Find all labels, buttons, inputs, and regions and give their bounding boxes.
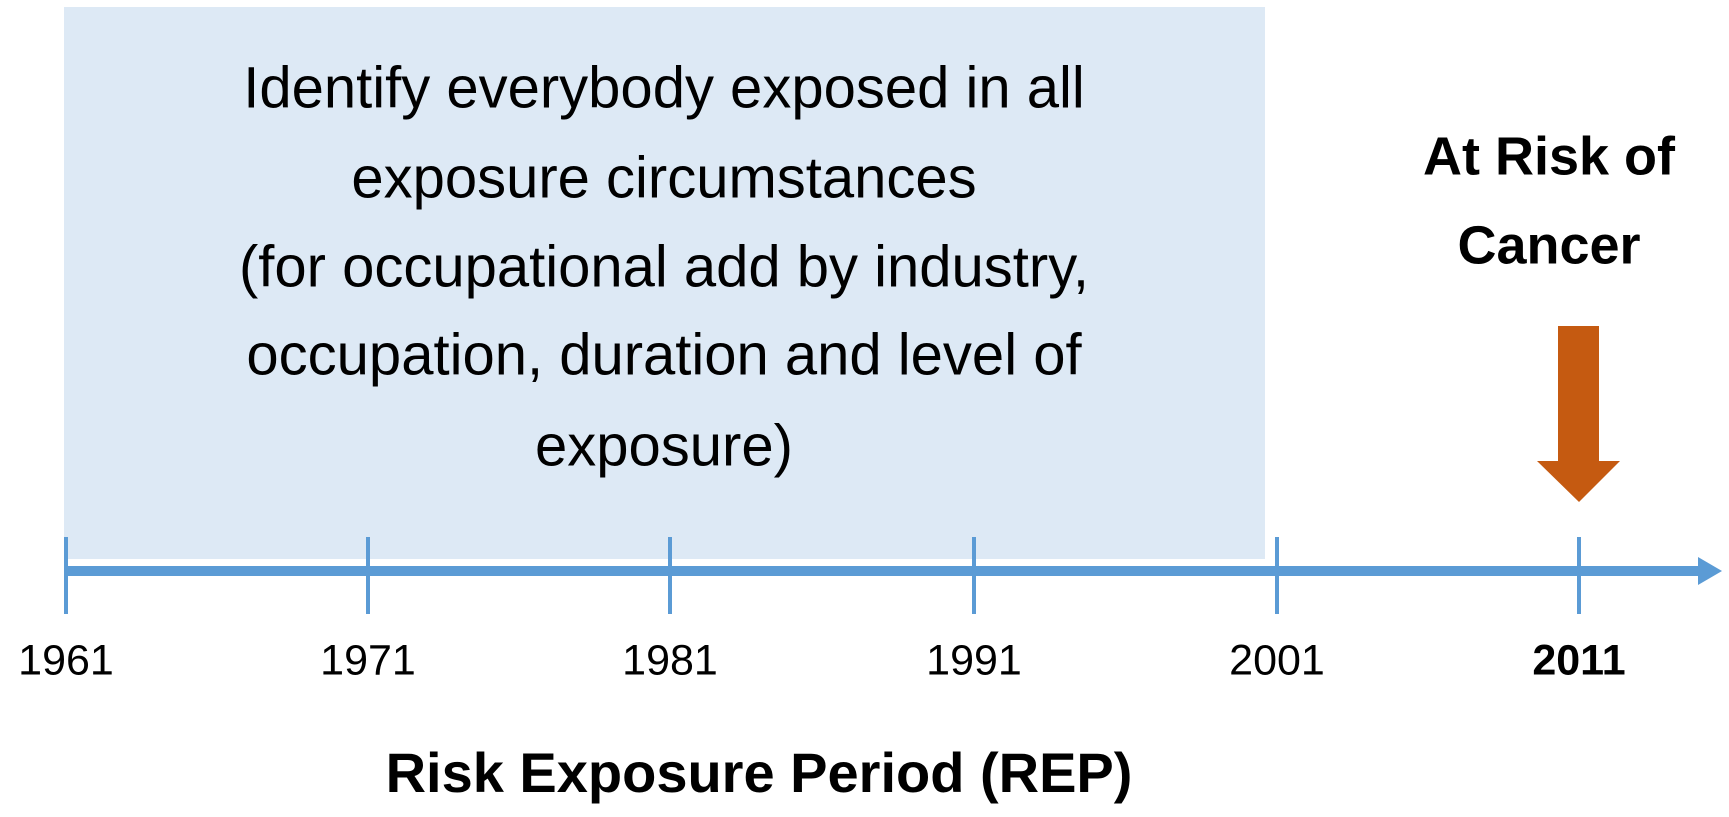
year-label: 1981 — [622, 636, 718, 684]
axis-arrowhead — [1698, 557, 1722, 585]
axis-title: Risk Exposure Period (REP) — [386, 741, 1133, 804]
box-line: exposure circumstances — [351, 145, 976, 210]
box-text: Identify everybody exposed in all exposur… — [239, 55, 1089, 478]
ticks: 1961 1971 1981 1991 2001 2011 — [18, 537, 1626, 684]
box-line: exposure) — [535, 413, 793, 478]
year-label: 1971 — [320, 636, 416, 684]
year-label: 2001 — [1229, 636, 1325, 684]
box-line: Identify everybody exposed in all — [243, 55, 1085, 120]
risk-arrow-head — [1537, 461, 1620, 502]
callout-line: At Risk of — [1423, 126, 1676, 186]
year-label: 1961 — [18, 636, 114, 684]
year-label: 2011 — [1532, 636, 1625, 684]
callout: At Risk of Cancer — [1423, 126, 1676, 275]
callout-line: Cancer — [1457, 215, 1640, 275]
risk-arrow-shaft — [1558, 326, 1599, 464]
box-line: occupation, duration and level of — [246, 322, 1082, 387]
exposure-box — [64, 7, 1265, 559]
year-label: 1991 — [926, 636, 1022, 684]
box-line: (for occupational add by industry, — [239, 234, 1089, 299]
